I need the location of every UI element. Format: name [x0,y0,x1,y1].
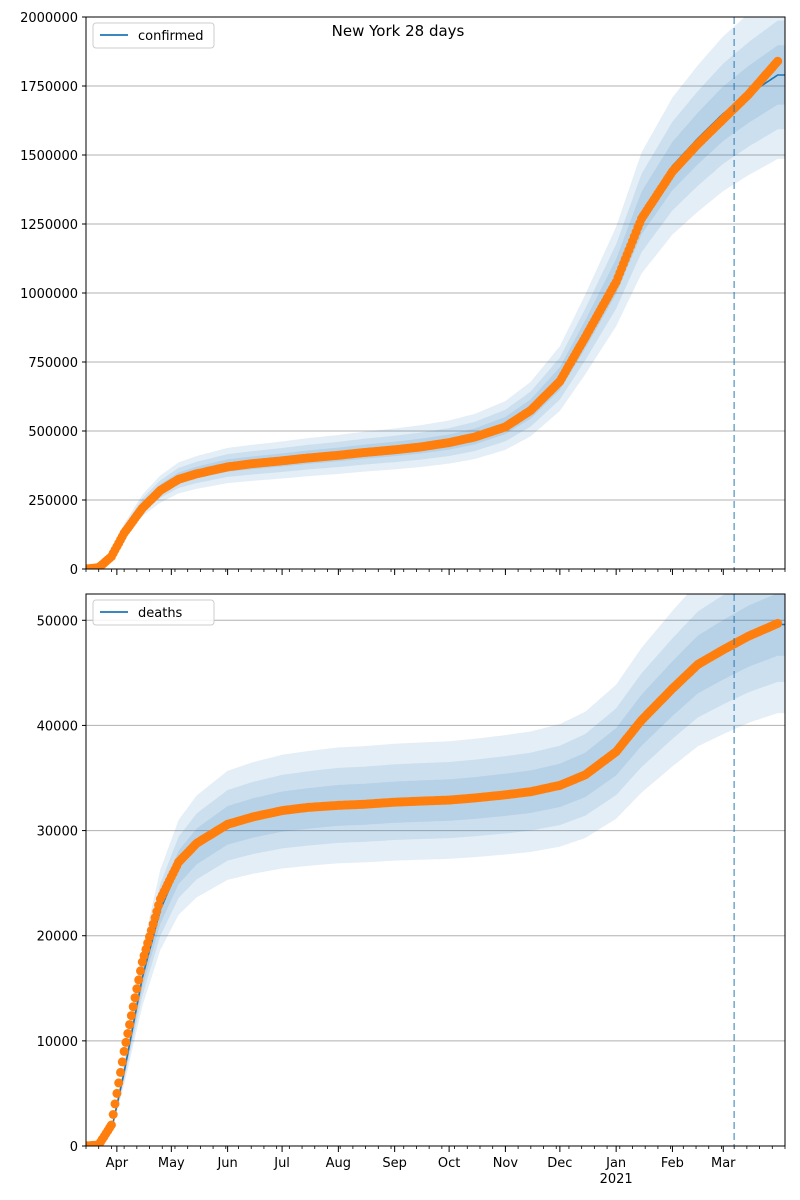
deaths-xtick-label: Apr [106,1156,129,1171]
confirmed-legend: confirmed [92,22,215,49]
confirmed-ytick-label: 0 [70,563,78,578]
confirmed-ytick-label: 1500000 [20,149,78,164]
confirmed-ytick-label: 250000 [28,494,78,509]
deaths-observed-point [112,1088,122,1098]
deaths-legend-label: deaths [138,606,183,621]
deaths-observed-point [773,618,783,628]
deaths-observed-point [114,1078,124,1088]
deaths-observed-point [110,1099,120,1109]
deaths-ytick-label: 40000 [37,719,78,734]
deaths-plot-area [56,594,785,1151]
deaths-observed-point [106,1120,116,1130]
deaths-confidence-band-1 [86,594,785,1146]
deaths-observed-point [136,966,145,976]
deaths-ytick-label: 30000 [37,825,78,840]
deaths-observed-point [130,993,140,1003]
deaths-xtick-label: May [158,1156,185,1171]
deaths-observed-point [56,1142,65,1151]
confirmed-confidence-band-1 [86,17,785,569]
confirmed-ytick-label: 1000000 [20,287,78,302]
deaths-xtick-label: Mar [711,1156,736,1171]
confirmed-confidence-band-3 [86,45,785,569]
deaths-ytick-label: 20000 [37,930,78,945]
confirmed-ytick-label: 1750000 [20,80,78,95]
deaths-observed-point [128,1002,138,1012]
confirmed-observed-point [773,56,783,66]
confirmed-legend-box [92,22,215,49]
confirmed-observed-point [60,565,69,574]
deaths-ytick-label: 10000 [37,1035,78,1050]
deaths-observed-point [126,1011,136,1021]
confirmed-ytick-label: 1250000 [20,218,78,233]
deaths-observed-point [125,1020,135,1030]
confirmed-observed-point [58,565,67,574]
deaths-xtick-label: Jul [273,1156,290,1171]
deaths-legend-box [92,599,215,626]
deaths-observed-point [123,1029,133,1038]
deaths-ytick-label: 0 [70,1140,78,1155]
confirmed-ytick-label: 500000 [28,425,78,440]
deaths-confidence-band-3 [86,594,785,1146]
deaths-year-label: 2021 [600,1172,633,1187]
confirmed-ytick-label: 2000000 [20,11,78,26]
chart-title: New York 28 days [332,22,465,40]
deaths-xtick-label: Aug [326,1156,351,1171]
deaths-observed-point [58,1142,67,1151]
deaths-legend: deaths [92,599,215,626]
deaths-axes-frame [85,593,786,1147]
deaths-xtick-label: Oct [438,1156,460,1171]
confirmed-ytick-label: 750000 [28,356,78,371]
deaths-observed-point [60,1142,69,1151]
deaths-observed-point [116,1067,125,1077]
deaths-observed-point [117,1057,127,1067]
confirmed-legend-label: confirmed [138,29,204,44]
deaths-confidence-band-2 [86,594,785,1146]
deaths-xtick-label: Dec [547,1156,572,1171]
deaths-xtick-label: Jan [605,1156,626,1171]
deaths-observed-point [108,1110,118,1119]
confirmed-observed-point [56,565,65,574]
confirmed-confidence-band-2 [86,20,785,569]
confirmed-panel: 0 250000 500000 750000 1000000 1250000 1500000… [20,11,786,578]
deaths-xtick-label: Feb [661,1156,684,1171]
confirmed-plot-area [56,17,785,574]
deaths-ytick-label: 50000 [37,614,78,629]
deaths-xtick-label: Jun [216,1156,237,1171]
deaths-observed-point [134,975,144,985]
deaths-observed-point [132,984,142,994]
deaths-xtick-label: Sep [382,1156,407,1171]
deaths-observed-point [121,1037,131,1047]
deaths-panel: 0 10000 20000 30000 40000 50000 Apr May Jun Jul Au… [37,593,786,1187]
deaths-xtick-label: Nov [493,1156,519,1171]
deaths-observed-point [119,1046,129,1056]
